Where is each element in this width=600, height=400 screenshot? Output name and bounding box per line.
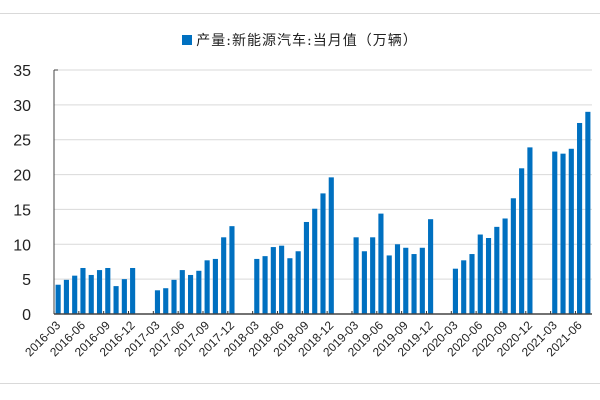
bar: [502, 218, 508, 314]
bar: [577, 122, 583, 314]
bar: [295, 251, 301, 314]
top-border: [0, 13, 600, 14]
bar: [179, 270, 185, 314]
bar: [72, 275, 78, 314]
bar: [519, 168, 525, 314]
bar: [361, 251, 367, 314]
bar: [485, 238, 492, 314]
bar: [113, 286, 119, 314]
bar: [510, 198, 516, 314]
bar: [386, 255, 392, 314]
bar: [55, 284, 61, 314]
legend: 产量:新能源汽车:当月值（万辆）: [0, 30, 600, 50]
bar: [494, 226, 500, 314]
bar: [96, 270, 103, 314]
bar: [469, 254, 475, 314]
bar: [370, 237, 376, 314]
bar: [461, 260, 467, 314]
bar: [560, 153, 566, 314]
y-tick-label: 30: [13, 98, 31, 115]
bar: [411, 254, 417, 314]
bottom-border: [0, 383, 600, 384]
y-tick-label: 10: [13, 237, 31, 254]
y-tick-label: 35: [13, 63, 31, 80]
bar: [428, 219, 434, 314]
bar: [188, 274, 194, 314]
bar: [394, 244, 401, 314]
bar: [204, 260, 210, 314]
bar: [163, 288, 169, 314]
bar: [80, 267, 86, 314]
bar: [88, 274, 94, 314]
bar: [229, 226, 235, 314]
bar: [477, 234, 483, 314]
y-tick-label: 25: [13, 133, 31, 150]
bar: [320, 193, 326, 314]
bar: [568, 148, 574, 314]
y-tick-label: 20: [13, 168, 31, 185]
bar: [254, 258, 260, 314]
bar: [130, 267, 136, 314]
legend-swatch: [182, 35, 193, 45]
bar: [287, 258, 293, 314]
bar: [196, 270, 202, 314]
bar: [403, 247, 409, 314]
bar: [262, 256, 268, 314]
bar: [452, 268, 458, 314]
bar: [378, 213, 384, 314]
bar: [328, 177, 334, 314]
y-tick-label: 15: [13, 202, 31, 219]
bar: [121, 279, 127, 314]
bar: [527, 147, 533, 314]
bar: [63, 279, 69, 314]
bar: [279, 245, 285, 314]
bar: [303, 221, 310, 314]
bar: [171, 279, 177, 314]
bar: [552, 151, 558, 314]
legend-label: 产量:新能源汽车:当月值（万辆）: [196, 33, 418, 49]
bar: [353, 237, 359, 314]
bar: [585, 111, 591, 314]
bar: [105, 267, 111, 314]
y-tick-label: 5: [22, 272, 31, 289]
bar: [312, 208, 318, 314]
bar: [419, 247, 425, 314]
bar: [270, 247, 276, 314]
bar: [154, 290, 161, 314]
bar: [212, 258, 218, 314]
y-tick-label: 0: [22, 307, 31, 324]
bar: [221, 237, 227, 314]
